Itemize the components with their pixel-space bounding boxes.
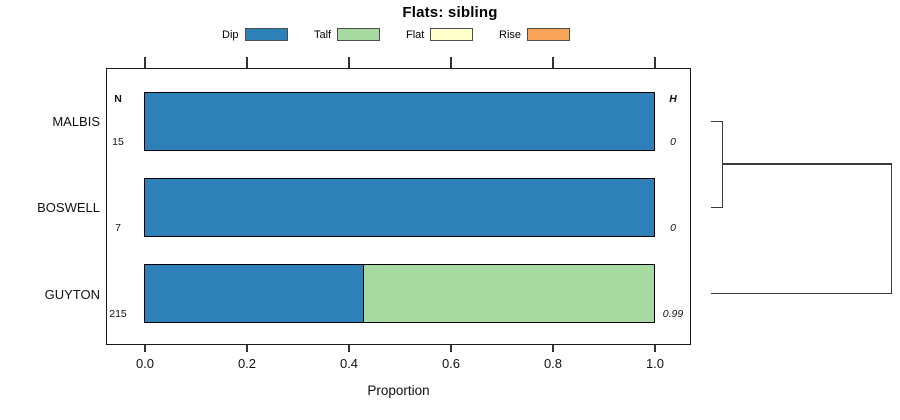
bottom-axis-tick [348,345,350,352]
y-axis-label-boswell: BOSWELL [37,200,100,215]
bottom-axis-tick [552,345,554,352]
x-tick-label: 0.8 [543,356,563,371]
h-value-boswell: 0 [670,222,676,234]
h-value-guyton: 0.99 [662,308,684,320]
n-column-header: N [114,93,122,105]
h-column-header: H [669,93,677,105]
legend-label-dip: Dip [222,28,239,41]
bar-segment-dip [145,265,364,322]
bar-row-guyton [144,264,655,323]
bar-row-malbis [144,92,655,151]
dendrogram-stub-malbis [711,120,723,122]
x-tick-label: 0.6 [441,356,461,371]
legend-swatch-rise [527,28,571,41]
top-axis-tick [450,57,452,68]
legend-item-rise: Rise [499,27,571,42]
top-axis-tick [552,57,554,68]
bottom-axis-tick [144,345,146,352]
dendrogram-stub-boswell [711,206,723,208]
bottom-axis-tick [654,345,656,352]
y-axis-label-guyton: GUYTON [44,287,100,302]
n-count-guyton: 215 [109,308,127,320]
legend-item-dip: Dip [222,27,288,42]
bottom-axis-tick [246,345,248,352]
top-axis-tick [144,57,146,68]
bar-segment-dip [145,179,654,236]
legend-swatch-talf [337,28,381,41]
bar-segment-talf [363,265,654,322]
x-tick-label: 0.4 [339,356,359,371]
n-count-boswell: 7 [115,222,121,234]
dendrogram-root-vertical [890,163,892,294]
dendrogram-mid-horizontal [721,163,892,165]
legend-swatch-dip [244,28,288,41]
x-tick-label: 0.0 [135,356,155,371]
legend-item-flat: Flat [406,27,474,42]
top-axis-tick [348,57,350,68]
bottom-axis-tick [450,345,452,352]
legend-label-flat: Flat [406,28,425,41]
top-axis-tick [246,57,248,68]
h-value-malbis: 0 [670,136,676,148]
legend-label-rise: Rise [499,28,522,41]
n-count-malbis: 15 [112,136,124,148]
top-axis-tick [654,57,656,68]
legend-item-talf: Talf [314,27,381,42]
bar-segment-dip [145,93,654,150]
legend-swatch-flat [430,28,474,41]
legend-label-talf: Talf [314,28,332,41]
dendrogram-branch-guyton [711,292,892,294]
x-axis-label: Proportion [367,383,430,398]
chart-title: Flats: sibling [402,4,498,21]
y-axis-label-malbis: MALBIS [52,114,100,129]
bar-row-boswell [144,178,655,237]
x-tick-label: 0.2 [237,356,257,371]
x-tick-label: 1.0 [645,356,665,371]
